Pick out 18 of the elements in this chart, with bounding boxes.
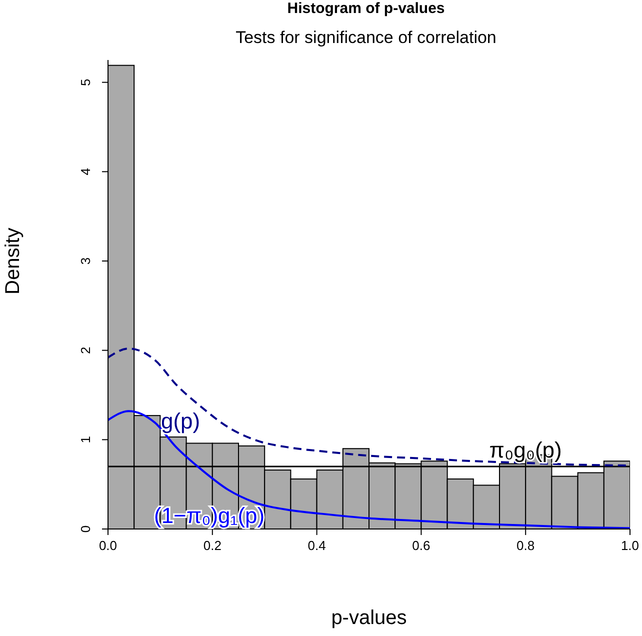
x-tick-label: 0.0 bbox=[98, 538, 118, 554]
annotation: π₀g₀(p) bbox=[489, 437, 562, 462]
x-tick-label: 0.6 bbox=[412, 538, 430, 554]
y-tick-label: 0 bbox=[78, 525, 93, 533]
x-tick-label: 0.4 bbox=[308, 538, 326, 554]
y-tick-label: 1 bbox=[78, 436, 93, 444]
y-tick-label: 2 bbox=[78, 346, 93, 354]
x-axis-title: p-values bbox=[331, 607, 407, 629]
x-tick-label: 0.2 bbox=[203, 538, 222, 554]
y-tick-label: 5 bbox=[78, 78, 93, 86]
chart-subtitle: Tests for significance of correlation bbox=[234, 28, 498, 48]
x-tick-label: 1.0 bbox=[620, 538, 640, 554]
chart-title: Histogram of p-values bbox=[286, 0, 446, 17]
y-tick-label: 3 bbox=[78, 257, 93, 265]
x-tick-label: 0.8 bbox=[516, 538, 535, 554]
y-tick-label: 4 bbox=[78, 168, 93, 176]
y-axis-title: Density bbox=[2, 228, 24, 294]
annotation: g(p) bbox=[160, 408, 200, 434]
